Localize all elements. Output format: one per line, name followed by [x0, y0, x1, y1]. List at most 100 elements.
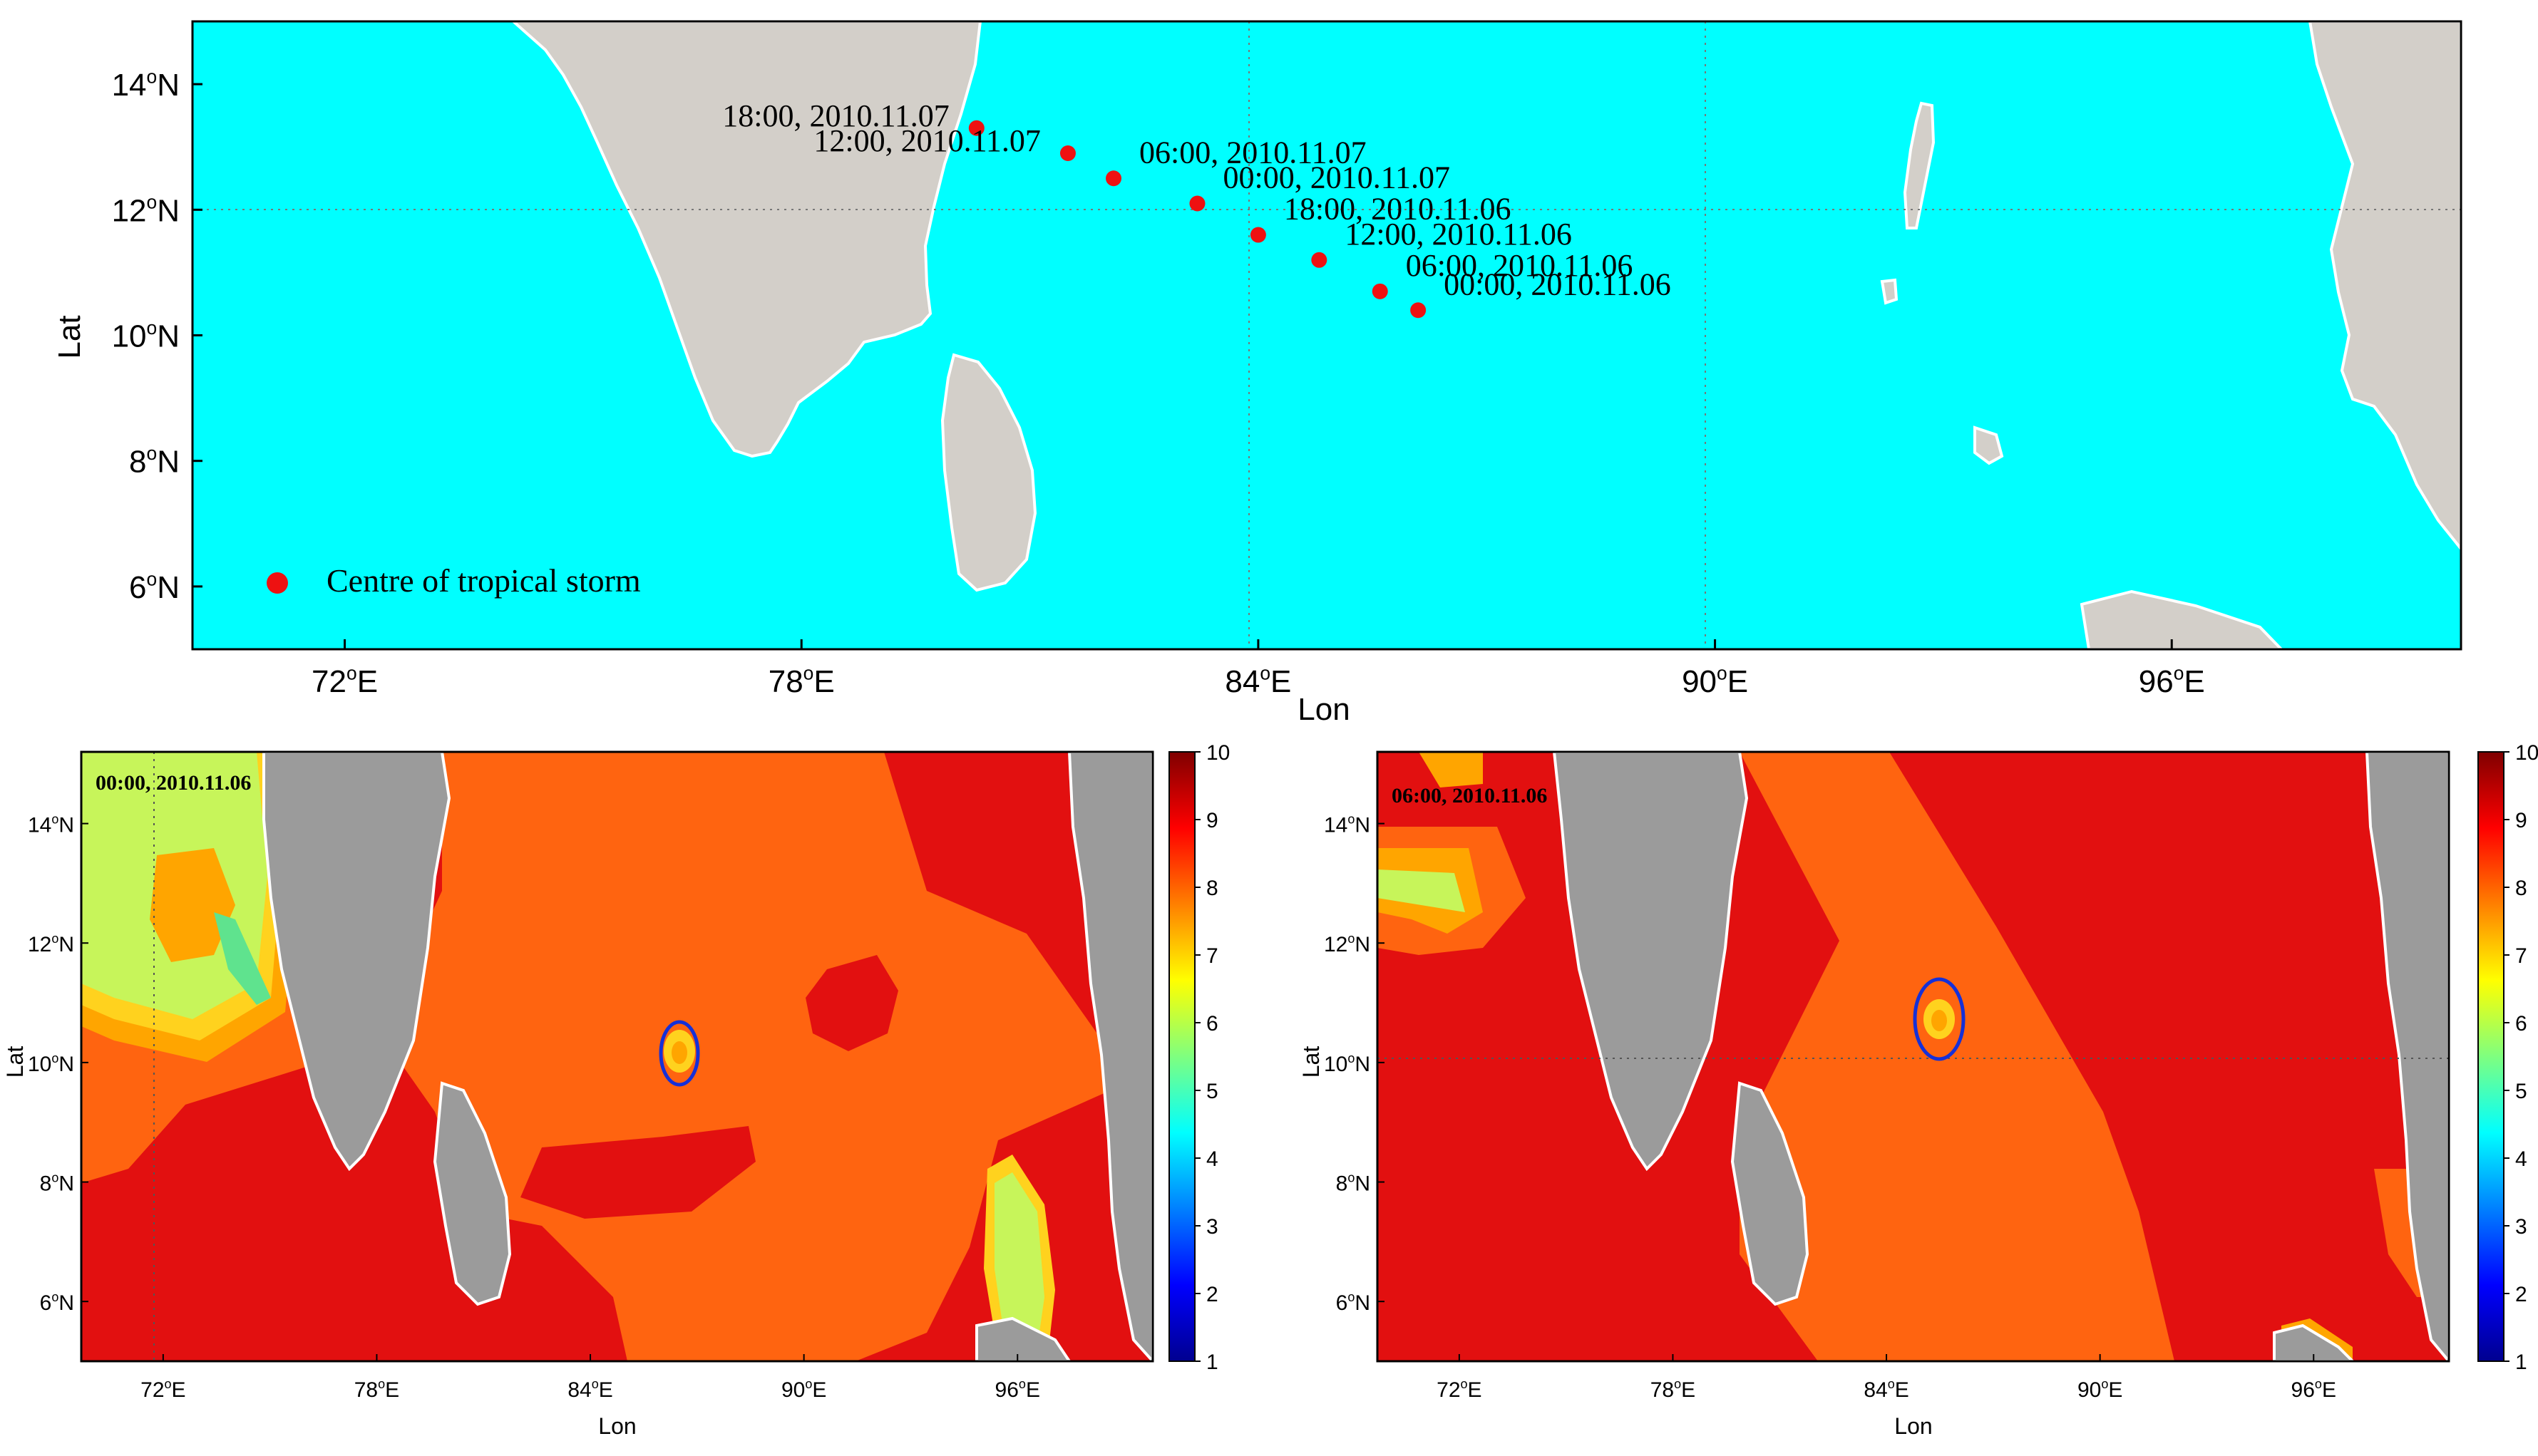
top-xlabel: Lon: [1298, 692, 1350, 727]
field-lime-south: [995, 1172, 1044, 1347]
storm-time-label: 18:00, 2010.11.07: [722, 98, 950, 133]
storm-marker: [1913, 977, 1966, 1061]
storm-centre-point: [1106, 170, 1122, 187]
colorbar-tick-label: 1: [1206, 1351, 1218, 1374]
lon-tick-label: 90oE: [781, 1377, 826, 1402]
colorbar-tick-label: 4: [1206, 1147, 1218, 1171]
lat-tick-label: 14oN: [112, 66, 180, 103]
colorbar-tick-label: 2: [1206, 1283, 1218, 1306]
field-orange-region: [81, 752, 1126, 1361]
lat-tick-label: 10oN: [112, 317, 180, 354]
storm-centre-point: [1311, 252, 1327, 268]
lon-tick-label: 84oE: [1225, 662, 1291, 699]
storm-time-label: 06:00, 2010.11.07: [1139, 135, 1367, 170]
lon-tick-label: 78oE: [354, 1377, 399, 1402]
panel-b-timestamp: 06:00, 2010.11.06: [1392, 784, 1547, 807]
lon-tick-label: 72oE: [1437, 1377, 1481, 1402]
legend-label: Centre of tropical storm: [327, 562, 641, 599]
storm-time-label: 18:00, 2010.11.06: [1284, 192, 1511, 227]
colorbar-tick-label: 1: [2515, 1351, 2527, 1374]
colorbar-tick-label: 8: [2515, 877, 2527, 900]
colorbar-tick-label: 5: [1206, 1080, 1218, 1103]
sumatra-tip: [2080, 589, 2283, 649]
lat-tick-label: 6oN: [129, 568, 180, 605]
top-ylabel: Lat: [52, 315, 87, 358]
india-landmass: [262, 752, 451, 1172]
legend-marker: [267, 572, 288, 594]
panel-b-frame: [1376, 750, 2450, 1363]
storm-time-label: 12:00, 2010.11.07: [813, 123, 1041, 158]
colorbar-tick-label: 7: [2515, 944, 2527, 968]
field-lime-west: [1377, 869, 1465, 912]
field-amber-core: [672, 1041, 687, 1064]
storm-centre-point: [1250, 227, 1266, 243]
lat-tick-label: 10oN: [28, 1051, 74, 1076]
sumatra-tip: [975, 1316, 1072, 1361]
storm-centre-point: [1372, 283, 1388, 299]
field-red-blob-south: [520, 1126, 756, 1219]
lat-tick-label: 14oN: [28, 812, 74, 837]
panel-b-ylabel: Lat: [1298, 1046, 1324, 1078]
lat-tick-label: 12oN: [28, 931, 74, 956]
myanmar-coast: [1067, 752, 1153, 1361]
storm-centre-point: [1410, 302, 1427, 319]
storm-time-label: 00:00, 2010.11.07: [1223, 160, 1450, 195]
sumatra-tip: [2273, 1323, 2355, 1361]
colorbar-tick-label: 9: [1206, 809, 1218, 832]
lon-tick-label: 84oE: [567, 1377, 612, 1402]
panel-a-frame: [80, 750, 1154, 1363]
lon-tick-label: 96oE: [2291, 1377, 2336, 1402]
colorbar-tick-label: 4: [2515, 1147, 2527, 1171]
myanmar-coast: [2365, 752, 2449, 1361]
india-landmass: [1552, 752, 1749, 1172]
lat-tick-label: 6oN: [40, 1290, 74, 1315]
colorbar-tick-label: 2: [2515, 1283, 2527, 1306]
ocean: [192, 21, 2461, 649]
storm-time-label: 00:00, 2010.11.06: [1444, 267, 1671, 301]
andaman-islands: [1903, 101, 1936, 229]
lat-tick-label: 8oN: [40, 1171, 74, 1196]
sri-lanka: [1730, 1081, 1809, 1306]
lon-tick-label: 78oE: [769, 662, 835, 699]
storm-ring: [659, 1020, 700, 1087]
colorbar-tick-label: 3: [2515, 1215, 2527, 1239]
india-landmass: [510, 21, 982, 458]
panel-b-xlabel: Lon: [1894, 1413, 1932, 1439]
lat-tick-label: 8oN: [1336, 1171, 1370, 1196]
lat-tick-label: 14oN: [1324, 812, 1370, 837]
lon-tick-label: 90oE: [1682, 662, 1748, 699]
nicobar-islands: [1973, 425, 2004, 465]
colorbar-tick-label: 9: [2515, 809, 2527, 832]
panel-b: 06:00, 2010.11.06 14oN 12oN 10oN 8oN 6oN 72o…: [1298, 741, 2538, 1439]
panel-a-timestamp: 00:00, 2010.11.06: [96, 771, 251, 795]
field-amber-north: [1419, 752, 1483, 788]
field-amber-core: [1931, 1010, 1947, 1031]
colorbar-tick-label: 7: [1206, 944, 1218, 968]
storm-time-label: 12:00, 2010.11.06: [1345, 217, 1572, 252]
lat-tick-label: 10oN: [1324, 1051, 1370, 1076]
panel-a-ylabel: Lat: [2, 1046, 28, 1078]
colorbar-tick-label: 8: [1206, 877, 1218, 900]
lon-tick-label: 72oE: [312, 662, 378, 699]
lon-tick-label: 78oE: [1650, 1377, 1695, 1402]
field-orange-band: [1740, 752, 2174, 1361]
sri-lanka: [940, 353, 1037, 592]
storm-centre-point: [968, 120, 985, 136]
colorbar-tick-label: 6: [2515, 1012, 2527, 1036]
panel-a-colorbar: [1168, 751, 1196, 1362]
storm-marker: [659, 1020, 700, 1087]
panel-a: 00:00, 2010.11.06 14oN 12oN 10oN 8oN 6oN 72o…: [2, 741, 1230, 1439]
colorbar-tick-label: 3: [1206, 1215, 1218, 1239]
storm-centre-point: [1189, 195, 1206, 212]
lon-tick-label: 90oE: [2077, 1377, 2122, 1402]
lon-tick-label: 96oE: [2139, 662, 2205, 699]
panel-b-colorbar: [2477, 751, 2504, 1362]
lon-tick-label: 84oE: [1864, 1377, 1908, 1402]
myanmar-coast: [2308, 21, 2461, 552]
colorbar-tick-label: 10: [1206, 741, 1230, 765]
lat-tick-label: 6oN: [1336, 1290, 1370, 1315]
lat-tick-label: 12oN: [112, 192, 180, 229]
colorbar-tick-label: 5: [2515, 1080, 2527, 1103]
